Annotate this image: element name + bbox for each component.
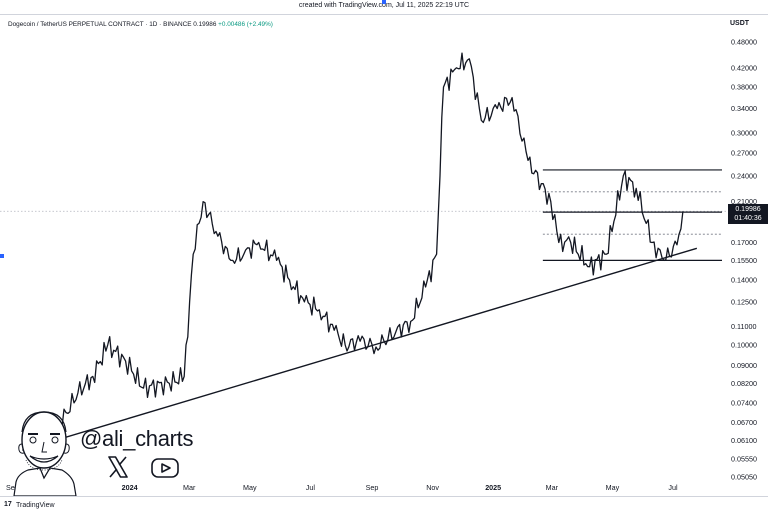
y-tick-label: 0.17000 bbox=[731, 238, 757, 247]
y-tick-label: 0.12500 bbox=[731, 297, 757, 306]
y-tick-label: 0.08200 bbox=[731, 379, 757, 388]
x-logo-icon[interactable] bbox=[106, 455, 130, 479]
x-tick-label: Mar bbox=[183, 483, 196, 492]
y-tick-label: 0.48000 bbox=[731, 38, 757, 47]
current-price: 0.19986 bbox=[193, 21, 217, 28]
x-tick-label: Jul bbox=[306, 483, 316, 492]
y-tick-label: 0.05050 bbox=[731, 473, 757, 482]
symbol-name: Dogecoin / TetherUS PERPETUAL CONTRACT ·… bbox=[8, 21, 192, 28]
tradingview-logo-icon: 17 bbox=[4, 501, 12, 508]
x-tick-label: May bbox=[606, 483, 620, 492]
y-tick-label: 0.30000 bbox=[731, 128, 757, 137]
price-change: +0.00486 (+2.49%) bbox=[218, 21, 273, 28]
youtube-icon[interactable] bbox=[150, 457, 180, 479]
currency-label: USDT bbox=[730, 20, 750, 27]
symbol-header[interactable]: Dogecoin / TetherUS PERPETUAL CONTRACT ·… bbox=[8, 21, 273, 28]
price-tag-countdown: 01:40:36 bbox=[734, 215, 762, 222]
x-tick-label: 2025 bbox=[485, 483, 501, 492]
tradingview-label: TradingView bbox=[16, 502, 55, 509]
price-tag: 0.19986 01:40:36 bbox=[728, 204, 768, 224]
y-tick-label: 0.27000 bbox=[731, 149, 757, 158]
x-tick-label: Nov bbox=[426, 483, 439, 492]
y-tick-label: 0.21000 bbox=[731, 197, 757, 206]
price-tag-value: 0.19986 bbox=[735, 206, 761, 213]
y-tick-label: 0.24000 bbox=[731, 171, 757, 180]
left-edge-marker bbox=[0, 254, 4, 258]
x-tick-label: Sep bbox=[6, 483, 19, 492]
price-series-line bbox=[21, 52, 684, 449]
y-tick-label: 0.34000 bbox=[731, 104, 757, 113]
x-tick-label: Jul bbox=[668, 483, 678, 492]
y-tick-label: 0.11000 bbox=[731, 322, 756, 331]
y-tick-label: 0.15500 bbox=[731, 256, 757, 265]
y-tick-label: 0.42000 bbox=[731, 63, 757, 72]
y-tick-label: 0.07400 bbox=[731, 399, 757, 408]
y-tick-label: 0.09000 bbox=[731, 361, 757, 370]
y-tick-label: 0.06700 bbox=[731, 418, 757, 427]
y-tick-label: 0.10000 bbox=[731, 341, 757, 350]
y-tick-label: 0.06100 bbox=[731, 436, 757, 445]
x-tick-label: May bbox=[243, 483, 257, 492]
ascending-trendline bbox=[22, 247, 698, 451]
avatar-caricature bbox=[6, 404, 86, 497]
x-tick-label: 2024 bbox=[122, 483, 138, 492]
y-tick-label: 0.05550 bbox=[731, 454, 757, 463]
y-tick-label: 0.38000 bbox=[731, 83, 757, 92]
x-tick-label: Sep bbox=[366, 483, 379, 492]
x-tick-label: Mar bbox=[546, 483, 559, 492]
top-edge-marker bbox=[382, 0, 386, 4]
y-tick-label: 0.14000 bbox=[731, 276, 757, 285]
top-strip: created with TradingView.com, Jul 11, 20… bbox=[0, 0, 768, 15]
author-handle[interactable]: @ali_charts bbox=[80, 426, 194, 451]
bottom-bar bbox=[0, 496, 768, 513]
created-with-text: created with TradingView.com, Jul 11, 20… bbox=[298, 2, 470, 9]
